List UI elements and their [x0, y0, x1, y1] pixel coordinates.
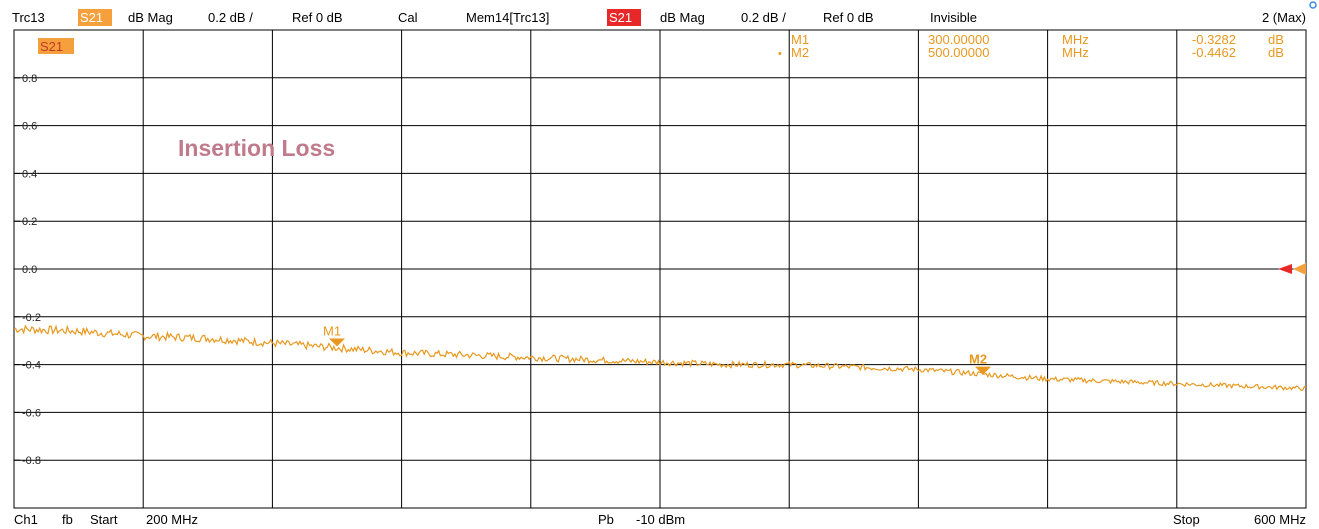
y-tick-label: 0.4	[22, 168, 37, 180]
marker-readout-value-unit-m2: dB	[1268, 45, 1284, 60]
footer-start-value[interactable]: 200 MHz	[146, 512, 198, 527]
y-tick-label: 0.8	[22, 73, 37, 85]
scroll-indicator-icon	[1310, 2, 1316, 8]
header-max-label[interactable]: 2 (Max)	[1262, 10, 1306, 25]
marker-readout-freq-unit-m2: MHz	[1062, 45, 1089, 60]
marker-readout-name-m2[interactable]: M2	[791, 45, 809, 60]
footer-stop-label[interactable]: Stop	[1173, 512, 1200, 527]
active-marker-dot-icon: •	[778, 48, 782, 60]
footer-start-label[interactable]: Start	[90, 512, 118, 527]
header-mem-trace[interactable]: Mem14[Trc13]	[466, 10, 549, 25]
y-tick-label: 0.6	[22, 121, 37, 133]
footer-stop-value[interactable]: 600 MHz	[1254, 512, 1306, 527]
header-mem-state[interactable]: Invisible	[930, 10, 977, 25]
marker-readout-freq-m2: 500.00000	[928, 45, 989, 60]
footer-power-label[interactable]: Pb	[598, 512, 614, 527]
header-mem-ref[interactable]: Ref 0 dB	[823, 10, 874, 25]
marker-m2-label[interactable]: M2	[969, 352, 987, 367]
y-tick-label: -0.6	[22, 407, 41, 419]
marker-m1-label[interactable]: M1	[323, 323, 341, 338]
footer-bar: Ch1 fb Start 200 MHz Pb -10 dBm Stop 600…	[14, 512, 1306, 527]
y-tick-label: 0.2	[22, 216, 37, 228]
header-format[interactable]: dB Mag	[128, 10, 173, 25]
header-bar: Trc13 S21 dB Mag 0.2 dB / Ref 0 dB Cal M…	[12, 2, 1316, 26]
header-ref[interactable]: Ref 0 dB	[292, 10, 343, 25]
header-param: S21	[80, 10, 103, 25]
marker-readout-value-m2: -0.4462	[1192, 45, 1236, 60]
footer-power-value[interactable]: -10 dBm	[636, 512, 685, 527]
trace-label: S21	[40, 39, 63, 54]
insertion-loss-annotation: Insertion Loss	[178, 135, 335, 161]
footer-fb: fb	[62, 512, 73, 527]
footer-channel[interactable]: Ch1	[14, 512, 38, 527]
header-mem-scale[interactable]: 0.2 dB /	[741, 10, 786, 25]
header-mem-format[interactable]: dB Mag	[660, 10, 705, 25]
header-cal[interactable]: Cal	[398, 10, 418, 25]
header-trace[interactable]: Trc13	[12, 10, 45, 25]
y-tick-label: -0.2	[22, 312, 41, 324]
header-mem-param: S21	[609, 10, 632, 25]
y-tick-label: -0.8	[22, 455, 41, 467]
y-tick-label: 0.0	[22, 264, 37, 276]
header-scale[interactable]: 0.2 dB /	[208, 10, 253, 25]
y-tick-label: -0.4	[22, 360, 41, 372]
